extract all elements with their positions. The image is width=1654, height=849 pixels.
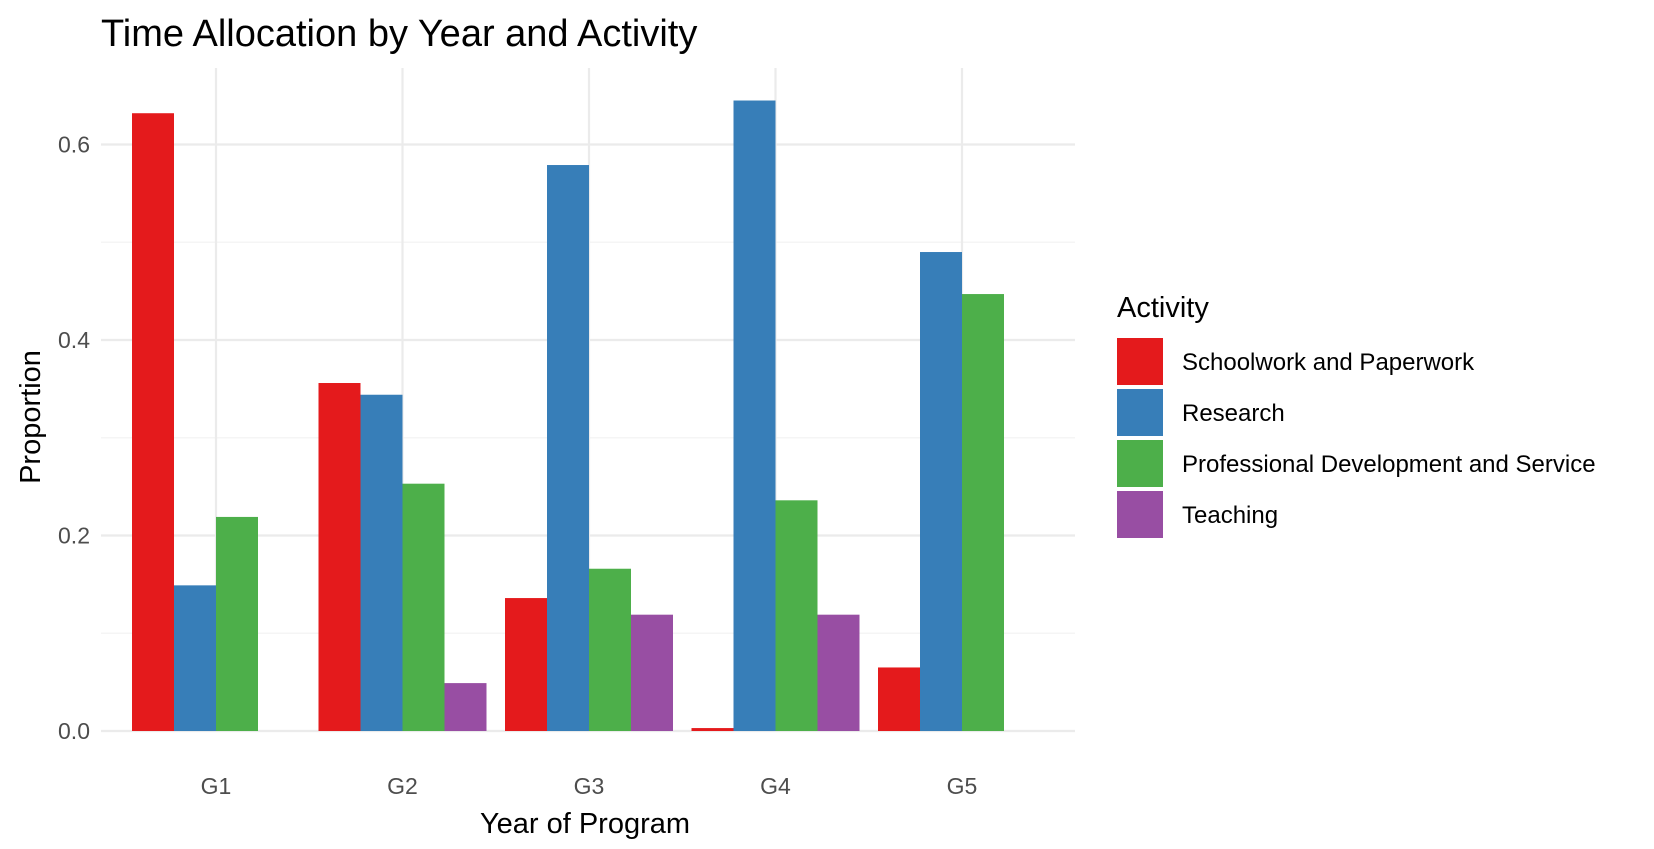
- x-tick-label: G1: [201, 773, 232, 799]
- x-tick-label: G3: [574, 773, 605, 799]
- x-axis-ticks: G1 G2 G3 G4 G5: [201, 773, 978, 799]
- y-tick-label: 0.4: [58, 327, 90, 353]
- legend-key: [1117, 491, 1163, 538]
- x-axis-title: Year of Program: [480, 808, 690, 840]
- y-tick-label: 0.2: [58, 523, 90, 549]
- x-tick-label: G2: [387, 773, 418, 799]
- y-tick-label: 0.0: [58, 718, 90, 744]
- bar: [444, 683, 487, 731]
- legend-title: Activity: [1117, 292, 1209, 324]
- bar: [547, 165, 589, 732]
- legend-label: Teaching: [1182, 502, 1278, 529]
- bar: [962, 294, 1004, 731]
- legend: Activity Schoolwork and Paperwork Researc…: [1117, 292, 1596, 538]
- legend-items: Schoolwork and Paperwork Research Professi…: [1117, 338, 1596, 538]
- bar: [775, 500, 818, 731]
- bar: [360, 394, 403, 731]
- y-tick-label: 0.6: [58, 132, 90, 158]
- bar: [631, 614, 673, 731]
- bar: [878, 667, 920, 731]
- legend-label: Professional Development and Service: [1182, 451, 1596, 478]
- bar: [733, 100, 776, 731]
- x-tick-label: G4: [760, 773, 791, 799]
- bar: [402, 483, 445, 731]
- y-axis-ticks: 0.0 0.2 0.4 0.6: [58, 132, 90, 745]
- bar: [174, 585, 216, 731]
- chart-title: Time Allocation by Year and Activity: [101, 13, 697, 55]
- bar: [691, 728, 734, 731]
- bar: [505, 598, 547, 731]
- legend-label: Research: [1182, 400, 1285, 427]
- legend-key: [1117, 338, 1163, 385]
- bar: [589, 568, 631, 731]
- bar: [318, 383, 361, 731]
- bar: [817, 614, 860, 731]
- x-tick-label: G5: [947, 773, 978, 799]
- y-axis-title: Proportion: [15, 350, 47, 484]
- bar: [132, 113, 174, 732]
- legend-key: [1117, 389, 1163, 436]
- legend-key: [1117, 440, 1163, 487]
- bar: [216, 516, 258, 731]
- bar: [920, 252, 962, 731]
- bars: [132, 100, 1004, 732]
- legend-label: Schoolwork and Paperwork: [1182, 349, 1475, 376]
